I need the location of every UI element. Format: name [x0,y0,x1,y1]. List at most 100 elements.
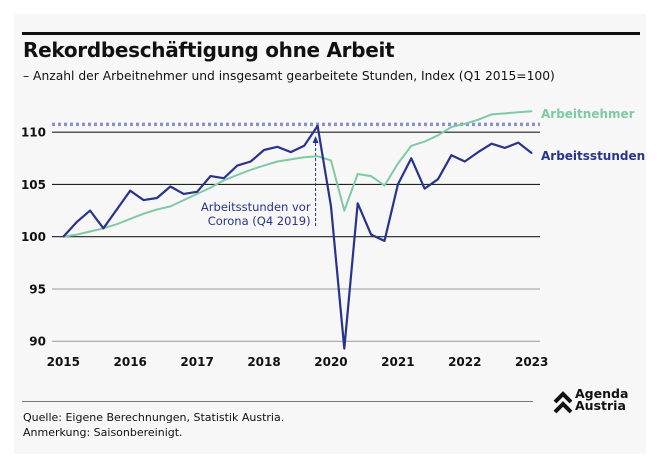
data-point-arbeitsstunden [182,193,185,195]
agenda-austria-logo: Agenda Austria [553,386,643,418]
y-tick-label: 105 [21,178,46,192]
data-point-arbeitnehmer [477,118,479,121]
data-point-arbeitsstunden [463,160,466,163]
data-point-arbeitsstunden [116,208,118,211]
data-point-arbeitnehmer [142,212,145,215]
data-point-arbeitsstunden [504,147,506,149]
data-point-arbeitsstunden [102,227,105,230]
data-point-arbeitnehmer [209,186,212,189]
x-tick-label: 2022 [448,355,481,369]
footer-rule [22,401,533,402]
data-point-arbeitsstunden [397,183,399,186]
x-tick-label: 2021 [381,355,414,369]
data-point-arbeitnehmer [343,209,346,212]
data-point-arbeitnehmer [463,123,466,125]
data-point-arbeitsstunden [263,149,265,151]
data-point-arbeitsstunden [517,141,520,144]
data-point-arbeitnehmer [116,223,118,225]
x-tick-label: 2017 [180,355,213,369]
data-point-arbeitnehmer [156,208,158,211]
x-tick-label: 2020 [314,355,347,369]
logo-wordmark: Agenda Austria [575,386,629,413]
chart-title: Rekordbeschäftigung ohne Arbeit [23,38,395,62]
chart-subtitle: – Anzahl der Arbeitnehmer und insgesamt … [23,69,555,83]
data-point-arbeitsstunden [423,187,426,190]
data-point-arbeitsstunden [530,152,533,154]
annotation-arrowhead-icon [312,136,319,143]
data-point-arbeitsstunden [236,164,239,167]
series-label-arbeitsstunden: Arbeitsstunden [541,149,645,163]
series-line-arbeitsstunden [62,124,533,350]
y-tick-label: 110 [21,126,46,140]
data-point-arbeitsstunden [450,154,453,156]
data-point-arbeitsstunden [129,189,132,192]
data-point-arbeitsstunden [196,190,198,193]
data-point-arbeitsstunden [249,160,252,163]
data-point-arbeitsstunden [477,151,479,153]
chart-panel [14,14,646,454]
note-text: Anmerkung: Saisonbereinigt. [23,426,183,439]
series-line-arbeitnehmer [63,110,532,238]
annotation-pre-corona: Arbeitsstunden vor Corona (Q4 2019) [201,136,319,228]
data-point-arbeitnehmer [75,233,78,236]
data-point-arbeitnehmer [423,140,426,143]
data-point-arbeitnehmer [303,156,305,159]
data-point-arbeitnehmer [169,205,172,208]
data-point-arbeitsstunden [276,146,279,148]
data-point-arbeitnehmer [236,174,239,176]
data-point-arbeitsstunden [62,235,65,238]
data-point-arbeitsstunden [356,202,359,205]
series-label-arbeitnehmer: Arbeitnehmer [541,107,635,121]
data-point-arbeitnehmer [129,218,132,220]
data-point-arbeitsstunden [169,185,172,188]
data-point-arbeitnehmer [370,175,372,177]
data-point-arbeitnehmer [450,126,453,128]
data-point-arbeitnehmer [89,230,91,233]
data-point-arbeitnehmer [263,164,265,167]
data-point-arbeitsstunden [343,347,346,350]
data-point-arbeitsstunden [370,233,372,236]
data-point-arbeitsstunden [437,178,439,181]
y-tick-label: 95 [29,282,46,296]
data-point-arbeitnehmer [330,159,332,162]
data-point-arbeitsstunden [223,177,225,179]
data-point-arbeitnehmer [504,112,506,115]
source-text: Quelle: Eigene Berechnungen, Statistik A… [23,411,285,424]
data-point-arbeitsstunden [142,199,145,201]
data-point-arbeitnehmer [517,111,520,114]
x-tick-label: 2016 [114,355,147,369]
data-point-arbeitnehmer [290,158,292,161]
data-point-arbeitnehmer [490,113,493,116]
data-point-arbeitnehmer [223,179,225,182]
data-point-arbeitnehmer [316,155,319,158]
data-point-arbeitnehmer [276,160,279,163]
data-point-arbeitnehmer [410,144,413,147]
x-tick-label: 2018 [247,355,280,369]
data-point-arbeitnehmer [397,162,399,165]
data-point-arbeitsstunden [209,175,212,177]
data-point-arbeitsstunden [89,209,91,212]
y-tick-label: 90 [29,335,46,349]
annotation-text-line1: Arbeitsstunden vor [201,200,311,214]
data-point-arbeitsstunden [490,142,493,145]
data-point-arbeitsstunden [75,221,78,223]
top-rule [22,32,640,35]
data-point-arbeitnehmer [383,184,386,187]
data-point-arbeitnehmer [249,169,252,171]
data-point-arbeitnehmer [182,199,185,201]
data-point-arbeitsstunden [410,157,413,160]
data-point-arbeitnehmer [196,193,198,195]
x-tick-label: 2015 [47,355,80,369]
data-point-arbeitsstunden [330,205,332,208]
data-point-arbeitsstunden [316,125,319,127]
data-point-arbeitsstunden [156,197,158,199]
data-point-arbeitnehmer [356,173,359,175]
annotation-text-line2: Corona (Q4 2019) [208,214,311,228]
data-point-arbeitsstunden [303,144,305,147]
data-point-arbeitsstunden [383,240,386,242]
chevrons-up-icon [553,391,573,414]
data-point-arbeitnehmer [530,110,533,113]
data-point-arbeitnehmer [437,134,439,137]
y-tick-label: 100 [21,230,46,244]
